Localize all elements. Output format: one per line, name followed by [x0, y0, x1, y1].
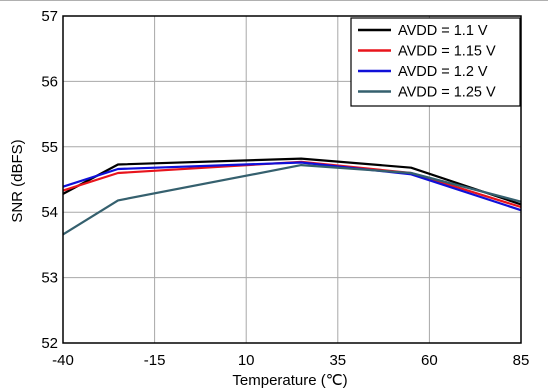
- y-tick-label: 54: [41, 204, 58, 221]
- legend-label: AVDD = 1.25 V: [398, 85, 496, 101]
- y-tick-label: 57: [41, 8, 58, 25]
- x-tick-label: -40: [52, 352, 74, 369]
- legend: AVDD = 1.1 V AVDD = 1.15 V AVDD = 1.2 V AVD…: [351, 18, 520, 106]
- x-tick-label: -15: [144, 352, 166, 369]
- y-tick-label: 53: [41, 270, 58, 287]
- legend-label: AVDD = 1.15 V: [398, 44, 496, 60]
- y-tick-label: 56: [41, 73, 58, 90]
- legend-label: AVDD = 1.1 V: [398, 23, 488, 39]
- y-tick-label: 52: [41, 335, 58, 352]
- x-tick-label: 85: [513, 352, 530, 369]
- x-tick-label: 10: [238, 352, 255, 369]
- x-axis-title: Temperature (℃): [232, 372, 347, 388]
- x-tick-label: 60: [421, 352, 438, 369]
- y-tick-label: 55: [41, 139, 58, 156]
- x-tick-label: 35: [329, 352, 346, 369]
- y-axis-title: SNR (dBFS): [9, 139, 26, 222]
- legend-label: AVDD = 1.2 V: [398, 64, 488, 80]
